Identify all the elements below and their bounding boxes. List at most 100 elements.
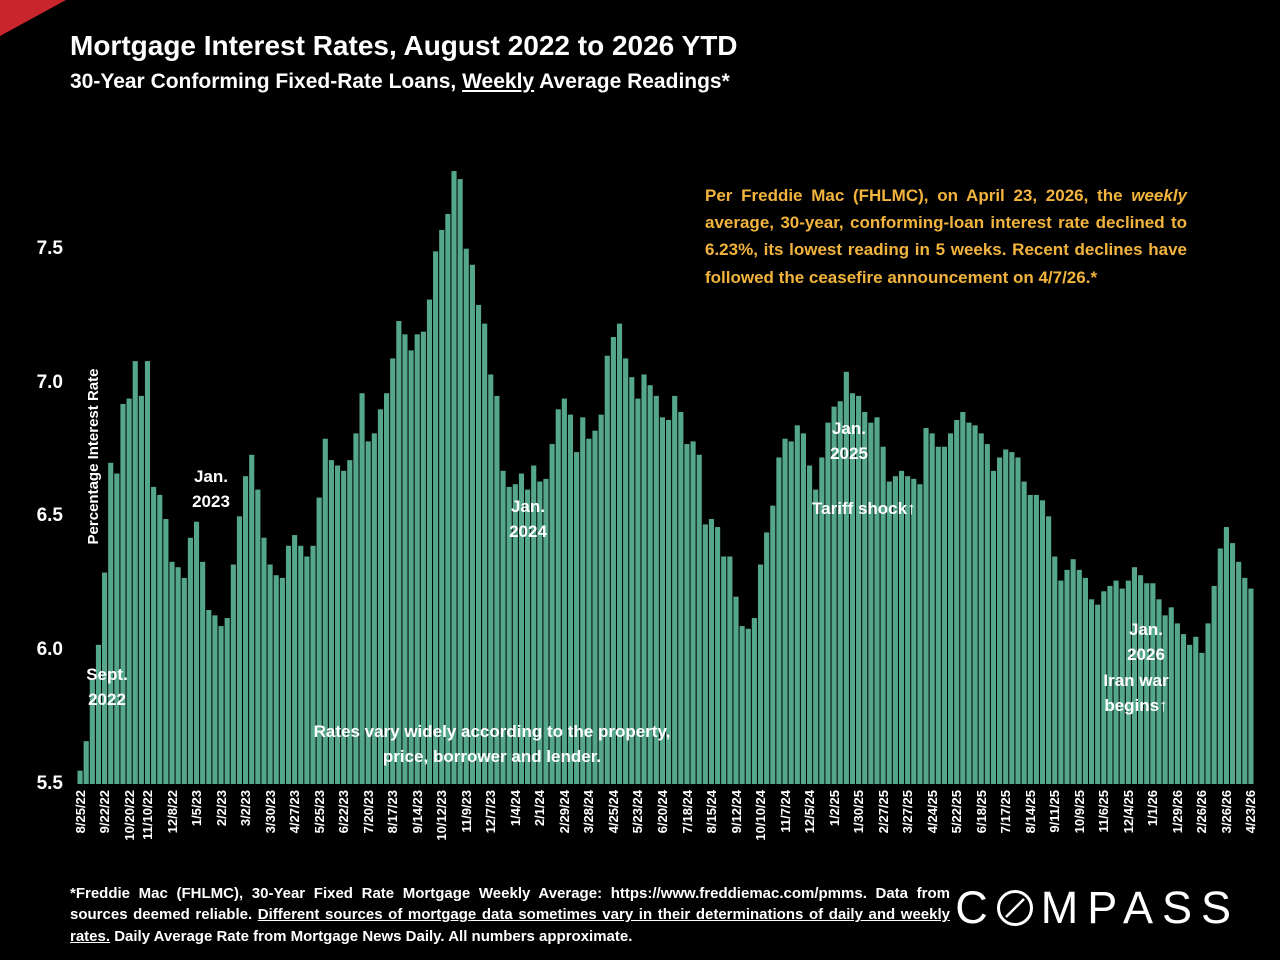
rate-bar bbox=[1119, 588, 1125, 784]
rate-bar bbox=[794, 425, 800, 784]
rate-bar bbox=[236, 516, 243, 784]
rate-bar bbox=[316, 497, 322, 784]
rate-bar bbox=[206, 610, 212, 784]
rate-bar bbox=[224, 618, 230, 784]
x-axis-label: 2/2/23 bbox=[213, 790, 229, 827]
rate-bar bbox=[604, 355, 610, 784]
rate-bar bbox=[813, 489, 819, 784]
rate-bar bbox=[770, 505, 776, 784]
rate-bar bbox=[831, 406, 837, 784]
x-axis-label: 8/15/24 bbox=[704, 790, 719, 834]
rate-bar bbox=[1180, 634, 1187, 784]
rate-bar bbox=[353, 433, 359, 784]
rate-bar bbox=[567, 414, 574, 784]
rate-bar bbox=[1187, 644, 1193, 784]
rate-bar bbox=[531, 465, 537, 784]
rate-bar bbox=[279, 577, 285, 784]
rate-bar bbox=[1064, 569, 1070, 784]
rate-bar bbox=[475, 304, 482, 784]
x-axis-label: 6/20/24 bbox=[654, 790, 670, 834]
rate-bar bbox=[978, 433, 984, 784]
rate-bar bbox=[690, 441, 696, 784]
rate-bar bbox=[1144, 583, 1150, 784]
rate-bar bbox=[800, 433, 806, 784]
rate-bar bbox=[1101, 591, 1107, 784]
rate-bar bbox=[843, 371, 849, 784]
rate-bar bbox=[322, 438, 328, 784]
x-axis-label: 11/9/23 bbox=[458, 790, 474, 833]
rate-bar bbox=[666, 419, 672, 784]
rate-bar bbox=[684, 444, 690, 784]
rate-bar bbox=[328, 460, 334, 784]
annotation-rates-vary: Rates vary widely according to the prope… bbox=[313, 722, 671, 766]
rate-bar bbox=[506, 486, 512, 784]
x-axis-label: 12/7/23 bbox=[483, 790, 499, 834]
rate-bar bbox=[1027, 494, 1033, 784]
callout-italic-word: weekly bbox=[1131, 186, 1187, 205]
rate-bar bbox=[1015, 457, 1021, 784]
rate-bar bbox=[1070, 559, 1076, 784]
x-axis-label: 11/6/25 bbox=[1096, 790, 1112, 833]
rate-bar bbox=[433, 251, 439, 784]
x-axis-label: 6/18/25 bbox=[973, 790, 989, 834]
rate-bar bbox=[200, 561, 206, 784]
rate-bar bbox=[157, 494, 163, 784]
x-axis-label: 3/26/26 bbox=[1218, 790, 1234, 834]
rate-bar bbox=[868, 422, 874, 784]
rate-bar bbox=[739, 626, 745, 784]
rate-bar bbox=[1229, 543, 1236, 784]
rate-bar bbox=[1003, 449, 1009, 784]
rate-bar bbox=[733, 596, 739, 784]
rate-bar bbox=[384, 393, 390, 784]
rate-bar bbox=[1082, 577, 1088, 784]
rate-bar bbox=[1009, 452, 1015, 784]
rate-bar bbox=[298, 545, 304, 784]
rate-bar bbox=[856, 395, 862, 784]
annotation-sept-2022: Sept. 2022 bbox=[86, 665, 128, 709]
compass-logo: C MPASS bbox=[955, 882, 1240, 934]
rate-bar bbox=[990, 470, 997, 784]
rate-bar bbox=[469, 264, 475, 784]
rate-bar bbox=[193, 521, 200, 784]
rate-bar bbox=[1205, 623, 1211, 784]
rate-bar bbox=[580, 417, 586, 784]
rate-bar bbox=[592, 430, 598, 784]
x-axis-label: 10/9/25 bbox=[1071, 790, 1087, 834]
x-axis-label: 8/25/22 bbox=[72, 790, 88, 834]
x-axis-label: 11/7/24 bbox=[777, 790, 793, 833]
rate-bar bbox=[954, 419, 960, 784]
rate-bar bbox=[1193, 636, 1199, 784]
rate-bar bbox=[659, 417, 665, 784]
y-axis-label: 6.5 bbox=[36, 505, 63, 527]
rate-bar bbox=[1236, 561, 1242, 784]
rate-bar bbox=[819, 457, 825, 784]
annotation-jan-2024: Jan. 2024 bbox=[509, 497, 547, 541]
rate-bar bbox=[445, 213, 451, 784]
rate-bar bbox=[494, 395, 500, 784]
rate-bar bbox=[610, 337, 616, 784]
x-axis-label: 11/10/22 bbox=[140, 790, 155, 840]
rate-bar bbox=[549, 444, 555, 784]
x-axis-label: 2/27/25 bbox=[875, 790, 891, 834]
rate-bar bbox=[1107, 585, 1113, 784]
rate-bar bbox=[1168, 607, 1174, 784]
rate-bar bbox=[482, 323, 488, 784]
rate-bar bbox=[825, 422, 831, 784]
rate-bar bbox=[371, 433, 377, 784]
rate-bar bbox=[751, 618, 757, 784]
rate-bar bbox=[874, 417, 880, 784]
annotation-jan-2023: Jan. 2023 bbox=[192, 467, 230, 511]
x-axis-label: 1/29/26 bbox=[1169, 790, 1185, 834]
rate-bar bbox=[396, 320, 402, 784]
rate-bar bbox=[972, 425, 978, 784]
x-axis-label: 1/2/25 bbox=[826, 790, 842, 827]
x-axis-label: 3/30/23 bbox=[262, 790, 278, 834]
rate-bar bbox=[776, 457, 782, 784]
x-axis-label: 4/24/25 bbox=[924, 790, 940, 834]
header: Mortgage Interest Rates, August 2022 to … bbox=[70, 30, 738, 94]
rate-bar bbox=[408, 350, 414, 784]
footnote: *Freddie Mac (FHLMC), 30-Year Fixed Rate… bbox=[70, 883, 950, 947]
rate-bar bbox=[616, 323, 623, 784]
rate-bar bbox=[947, 433, 954, 784]
x-axis-label: 9/14/23 bbox=[409, 790, 425, 834]
